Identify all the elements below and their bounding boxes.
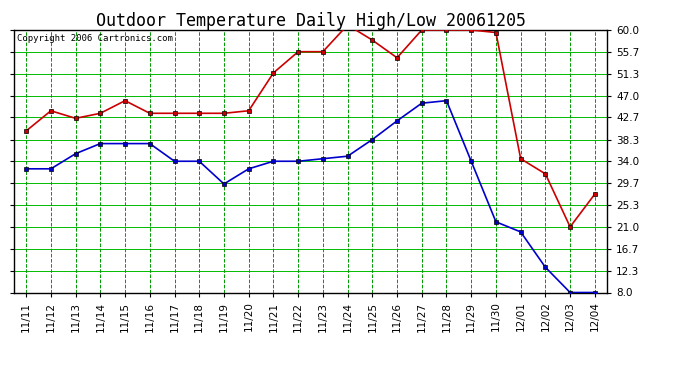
Title: Outdoor Temperature Daily High/Low 20061205: Outdoor Temperature Daily High/Low 20061… bbox=[95, 12, 526, 30]
Text: Copyright 2006 Cartronics.com: Copyright 2006 Cartronics.com bbox=[17, 34, 172, 43]
